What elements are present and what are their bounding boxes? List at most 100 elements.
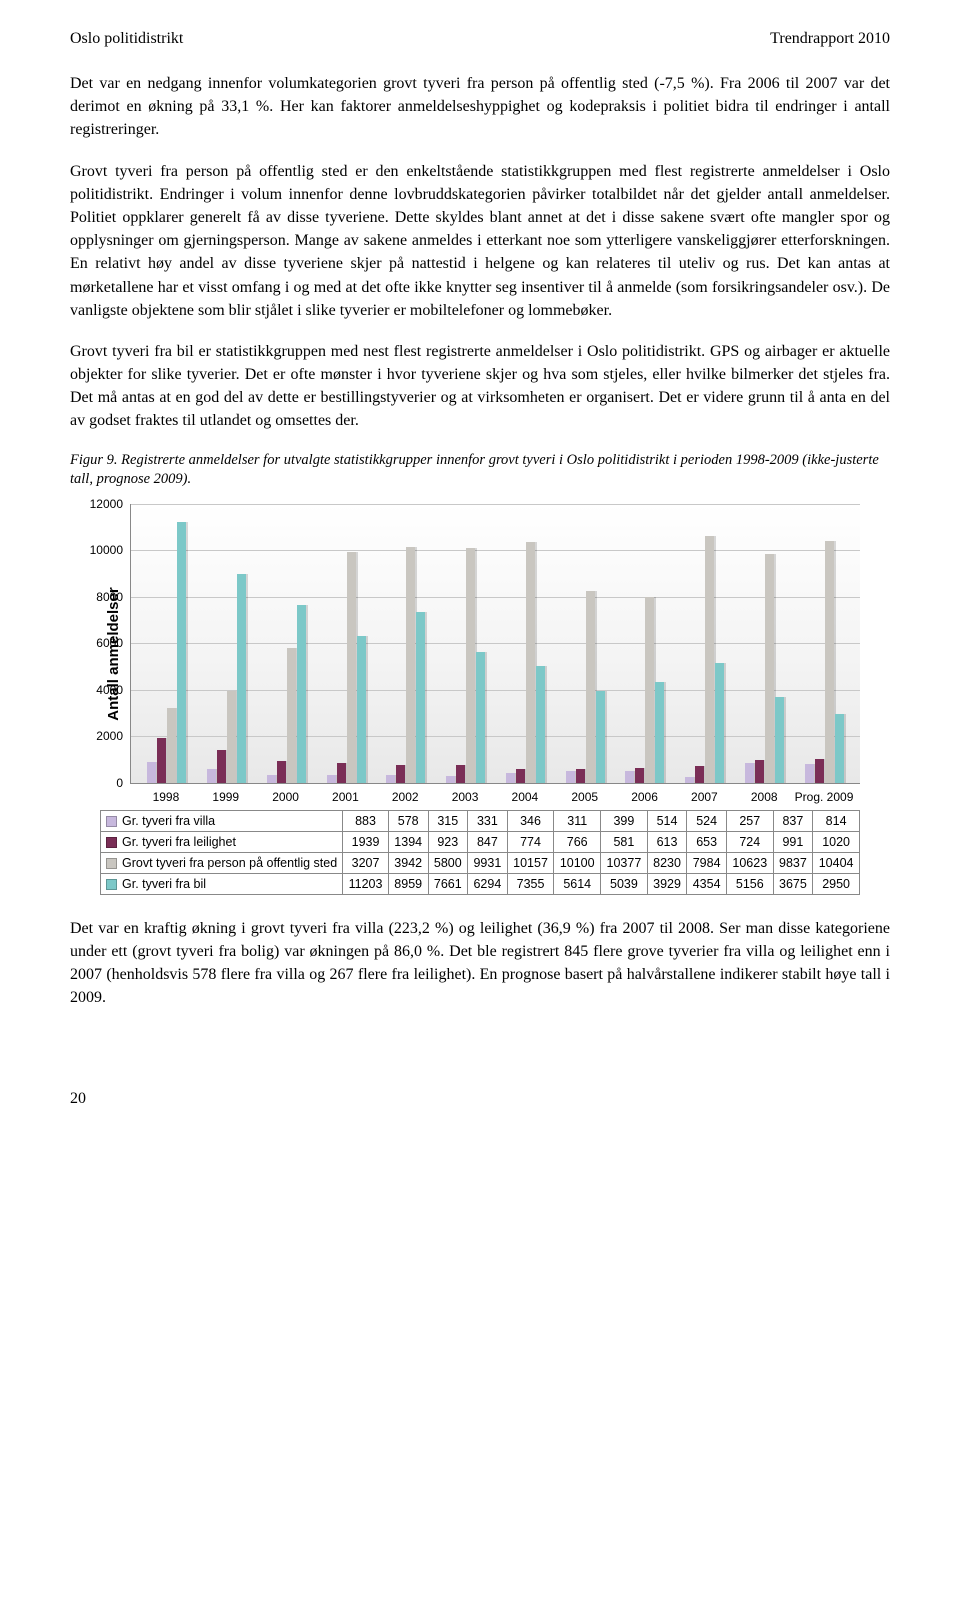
chart-data-table: Gr. tyveri fra villa88357831533134631139…: [100, 810, 860, 895]
chart-year-group: [376, 504, 436, 783]
chart-bar: [396, 765, 405, 783]
table-cell: 1020: [813, 831, 860, 852]
chart-bar: [695, 766, 704, 783]
chart-ytick-label: 4000: [96, 683, 123, 697]
table-cell: 10157: [507, 852, 554, 873]
chart-ytick-label: 10000: [90, 543, 123, 557]
chart-ytick-label: 12000: [90, 497, 123, 511]
chart-bar: [147, 762, 156, 783]
table-cell: 774: [507, 831, 554, 852]
table-cell: 923: [428, 831, 468, 852]
table-cell: 331: [468, 810, 508, 831]
chart-bar: [536, 666, 545, 783]
chart-bar: [456, 765, 465, 783]
table-cell: 11203: [343, 873, 389, 894]
table-cell: 3207: [343, 852, 389, 873]
table-cell: 1394: [388, 831, 428, 852]
table-cell: 9837: [773, 852, 813, 873]
chart-ytick-label: 0: [116, 776, 123, 790]
chart-year-group: [257, 504, 317, 783]
chart-bar: [635, 768, 644, 783]
table-row-header: Gr. tyveri fra bil: [101, 873, 343, 894]
chart-year-group: [555, 504, 615, 783]
chart-ytick-label: 8000: [96, 590, 123, 604]
table-cell: 346: [507, 810, 554, 831]
table-cell: 883: [343, 810, 389, 831]
table-cell: 7661: [428, 873, 468, 894]
chart-bar: [745, 763, 754, 782]
paragraph-1: Det var en nedgang innenfor volumkategor…: [70, 72, 890, 142]
legend-label: Gr. tyveri fra bil: [122, 877, 206, 891]
table-cell: 2950: [813, 873, 860, 894]
chart-bar: [685, 777, 694, 783]
table-cell: 1939: [343, 831, 389, 852]
table-cell: 8230: [647, 852, 687, 873]
chart-xlabel: 2000: [256, 790, 316, 804]
table-cell: 847: [468, 831, 508, 852]
chart-bar: [337, 763, 346, 783]
chart-bar: [207, 769, 216, 782]
chart-bar: [645, 597, 654, 783]
table-row: Grovt tyveri fra person på offentlig ste…: [101, 852, 860, 873]
chart-xlabel: 2004: [495, 790, 555, 804]
table-cell: 10100: [554, 852, 601, 873]
chart-bar: [237, 574, 246, 782]
chart-ytick-label: 6000: [96, 636, 123, 650]
chart-bar: [416, 612, 425, 783]
table-cell: 5614: [554, 873, 601, 894]
page-number: 20: [70, 1090, 890, 1108]
chart-bar: [177, 522, 186, 782]
chart-year-group: [794, 504, 854, 783]
chart-bar: [167, 708, 176, 783]
table-cell: 837: [773, 810, 813, 831]
chart-year-group: [675, 504, 735, 783]
header-right: Trendrapport 2010: [770, 30, 890, 48]
table-cell: 5039: [601, 873, 648, 894]
chart-xlabel: 2003: [435, 790, 495, 804]
closing-paragraph: Det var en kraftig økning i grovt tyveri…: [70, 917, 890, 1010]
chart-bar: [267, 775, 276, 782]
paragraph-3: Grovt tyveri fra bil er statistikkgruppe…: [70, 340, 890, 433]
chart-bar: [227, 691, 236, 783]
table-cell: 514: [647, 810, 687, 831]
table-cell: 578: [388, 810, 428, 831]
chart-bar: [476, 652, 485, 783]
chart-bar: [655, 682, 664, 783]
table-row: Gr. tyveri fra leilighet1939139492384777…: [101, 831, 860, 852]
chart-bar: [576, 769, 585, 783]
table-cell: 5800: [428, 852, 468, 873]
chart-year-group: [436, 504, 496, 783]
chart-bar: [825, 541, 834, 783]
chart-bar: [715, 663, 724, 783]
chart-xlabel: 1998: [136, 790, 196, 804]
table-cell: 311: [554, 810, 601, 831]
chart-xlabel: 2006: [615, 790, 675, 804]
chart-yticks: 020004000600080001000012000: [83, 504, 127, 783]
chart-bar: [347, 552, 356, 783]
header-left: Oslo politidistrikt: [70, 30, 183, 48]
chart-year-group: [496, 504, 556, 783]
chart-xlabel: 2005: [555, 790, 615, 804]
table-cell: 3929: [647, 873, 687, 894]
table-cell: 5156: [726, 873, 773, 894]
chart-bar: [506, 773, 515, 782]
table-cell: 10623: [726, 852, 773, 873]
chart-bar: [526, 542, 535, 783]
table-cell: 8959: [388, 873, 428, 894]
chart-bar: [287, 648, 296, 783]
chart-plot-area: 020004000600080001000012000: [130, 504, 860, 784]
legend-swatch: [106, 816, 117, 827]
chart-xlabel: 2007: [674, 790, 734, 804]
paragraph-2: Grovt tyveri fra person på offentlig ste…: [70, 160, 890, 322]
table-cell: 613: [647, 831, 687, 852]
chart-year-group: [137, 504, 197, 783]
chart-ytick-label: 2000: [96, 729, 123, 743]
table-cell: 3942: [388, 852, 428, 873]
table-cell: 4354: [687, 873, 727, 894]
legend-swatch: [106, 858, 117, 869]
chart-bar: [586, 591, 595, 782]
chart-bar: [596, 691, 605, 782]
table-cell: 524: [687, 810, 727, 831]
legend-swatch: [106, 879, 117, 890]
chart-bar: [217, 750, 226, 782]
